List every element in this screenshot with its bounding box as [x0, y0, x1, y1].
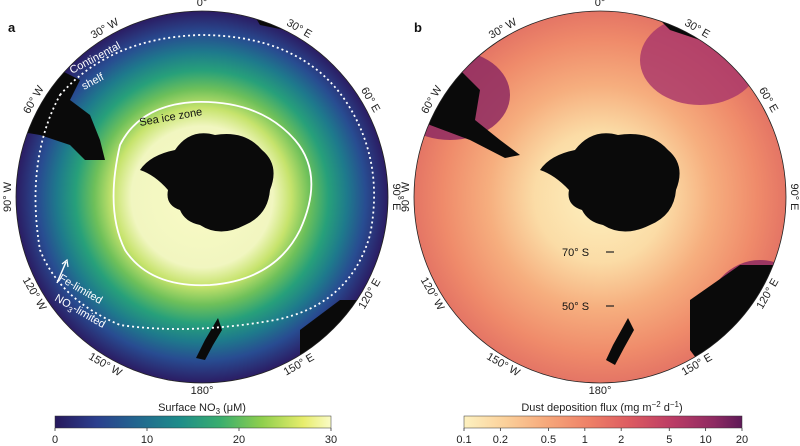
colorbar-b-tick-6: 10: [700, 434, 712, 446]
fe-arrow: [56, 261, 67, 284]
colorbar-b-tick-4: 2: [618, 434, 624, 446]
antarctica-landmass: [140, 133, 274, 232]
colorbar-b-tick-0: 0.1: [456, 434, 471, 446]
fe-arrowhead: [61, 258, 69, 268]
panel-b-lon-label-0: 0°: [595, 0, 606, 9]
colorbar-b: Dust deposition flux (mg m−2 d−1) 0.1 0.2…: [456, 400, 748, 446]
panel-b-letter: b: [414, 20, 422, 35]
colorbar-b-ticks: 0.1 0.2 0.5 1 2 5 10 20: [456, 428, 748, 446]
latitude-label-50s: 50° S: [562, 301, 589, 313]
panel-a: a Continental shelf Sea ice zone Fe-limi…: [2, 0, 402, 397]
panel-b-lon-label-9: 90° W: [400, 181, 412, 212]
colorbar-a-tick-0: 0: [52, 434, 58, 446]
fe-no3-boundary: [34, 34, 375, 330]
colorbar-a-tick-3: 30: [325, 434, 337, 446]
panel-b-lon-label-3: 90° E: [788, 183, 800, 210]
panel-b-lon-label-6: 180°: [589, 385, 612, 397]
colorbar-b-tick-2: 0.5: [541, 434, 556, 446]
colorbar-a-ticks: 0 10 20 30: [52, 428, 337, 446]
latitude-label-70s: 70° S: [562, 247, 589, 259]
sea-ice-edge: [112, 101, 313, 287]
colorbar-b-gradient: [463, 415, 743, 429]
antarctica-landmass-b: [540, 133, 680, 232]
colorbar-b-tick-1: 0.2: [493, 434, 508, 446]
panel-a-lon-label-3: 90° E: [390, 183, 402, 210]
colorbar-b-tick-7: 20: [736, 434, 748, 446]
colorbar-a-tick-2: 20: [233, 434, 245, 446]
colorbar-b-tick-5: 5: [666, 434, 672, 446]
panel-a-frame: [15, 10, 389, 384]
colorbar-a-title: Surface NO3 (μM): [158, 402, 246, 416]
colorbar-a-gradient: [54, 415, 332, 429]
colorbar-a: Surface NO3 (μM) 0 10 20 30: [52, 402, 337, 446]
panel-b-frame: [413, 10, 787, 384]
colorbar-b-title: Dust deposition flux (mg m−2 d−1): [521, 400, 682, 414]
colorbar-b-tick-3: 1: [582, 434, 588, 446]
panel-a-lon-label-9: 90° W: [2, 181, 14, 212]
colorbar-a-tick-1: 10: [141, 434, 153, 446]
panel-a-letter: a: [8, 20, 16, 35]
panel-b-map: [414, 11, 786, 383]
new-zealand-landmass-b: [606, 318, 634, 365]
new-zealand-landmass: [196, 318, 222, 360]
panel-a-lon-label-6: 180°: [191, 385, 214, 397]
panel-a-lon-label-0: 0°: [197, 0, 208, 9]
